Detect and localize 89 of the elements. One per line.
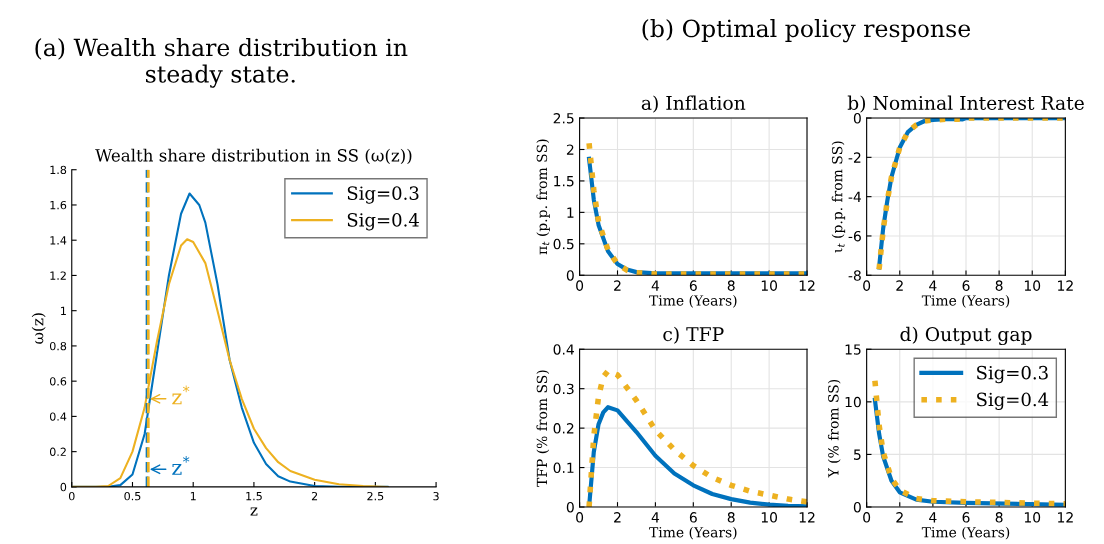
x-tick-label: 10 bbox=[1024, 512, 1041, 523]
chart-title: Wealth share distribution in SS (ω(z)) bbox=[95, 148, 412, 164]
x-tick-label: 4 bbox=[929, 512, 937, 523]
y-tick-label: 0 bbox=[853, 113, 861, 124]
x-tick-label: 12 bbox=[799, 512, 815, 523]
x-tick-label: 8 bbox=[995, 280, 1003, 291]
x-tick-label: 4 bbox=[651, 512, 660, 523]
line-series bbox=[586, 405, 808, 508]
y-axis-title: ω(z) bbox=[31, 313, 46, 344]
annotation: z$^{*}$ bbox=[172, 456, 190, 475]
chart-title: d) Output gap bbox=[900, 326, 1032, 346]
chart-title: a) Inflation bbox=[641, 95, 746, 113]
y-tick-label: 0.2 bbox=[553, 423, 574, 434]
x-tick-label: 8 bbox=[727, 512, 735, 523]
x-tick-label: 3 bbox=[433, 491, 439, 501]
y-tick-label: 0 bbox=[853, 501, 861, 513]
x-tick-label: 10 bbox=[1024, 280, 1041, 291]
y-axis-title: ι$_{t}$ (p.p. from SS) bbox=[831, 141, 846, 253]
y-tick-label: 1.8 bbox=[50, 165, 67, 175]
chart-subtitle: (b) Optimal policy response bbox=[642, 19, 971, 43]
x-axis-title: Time (Years) bbox=[649, 526, 737, 540]
x-tick-label: 2 bbox=[614, 512, 621, 523]
chart-title: c) TFP bbox=[663, 326, 724, 344]
x-tick-label: 8 bbox=[995, 512, 1003, 523]
x-tick-label: 2 bbox=[896, 512, 903, 523]
annotation: z$^{*}$ bbox=[172, 385, 190, 405]
y-tick-label: -8 bbox=[848, 270, 861, 281]
x-tick-label: 2 bbox=[614, 280, 621, 291]
legend-label: Sig=0.3 bbox=[347, 186, 419, 204]
x-tick-label: 0 bbox=[576, 512, 584, 523]
y-tick-label: 0.6 bbox=[49, 377, 67, 386]
y-tick-label: 0.5 bbox=[553, 238, 574, 250]
y-axis-title: π$_{t}$ (p.p. from SS) bbox=[536, 139, 550, 255]
y-tick-label: 1.6 bbox=[50, 200, 67, 210]
x-tick-label: 12 bbox=[799, 280, 815, 291]
y-axis-title: TFP (% from SS) bbox=[536, 370, 550, 487]
y-tick-label: 5 bbox=[854, 449, 861, 460]
x-tick-label: 12 bbox=[1058, 512, 1073, 523]
y-tick-label: 0.3 bbox=[553, 383, 574, 395]
x-tick-label: 10 bbox=[761, 512, 778, 523]
y-axis-title: Y (% from SS) bbox=[827, 379, 841, 478]
y-tick-label: 0.4 bbox=[553, 344, 574, 355]
x-tick-label: 0 bbox=[576, 280, 584, 291]
y-tick-label: 2.5 bbox=[553, 113, 574, 124]
y-tick-label: 0.1 bbox=[553, 462, 574, 474]
x-tick-label: 4 bbox=[929, 280, 937, 291]
chart-subtitle: (a) Wealth share distribution in steady state. bbox=[35, 38, 408, 88]
x-tick-label: 2 bbox=[311, 491, 318, 501]
x-tick-label: 2.5 bbox=[367, 491, 384, 501]
x-tick-label: 6 bbox=[689, 280, 697, 291]
x-tick-label: 10 bbox=[761, 280, 778, 291]
x-axis-title: Time (Years) bbox=[921, 294, 1010, 308]
x-tick-label: 8 bbox=[727, 280, 735, 291]
y-tick-label: 0.8 bbox=[49, 341, 67, 351]
x-tick-label: 1 bbox=[190, 492, 196, 501]
y-tick-label: 0 bbox=[566, 501, 574, 513]
x-tick-label: 6 bbox=[962, 512, 970, 523]
y-tick-label: 2 bbox=[566, 144, 574, 155]
y-tick-label: 0.2 bbox=[49, 447, 66, 457]
x-tick-label: 6 bbox=[962, 280, 970, 291]
legend-label: Sig=0.4 bbox=[347, 213, 419, 231]
x-tick-label: 2 bbox=[896, 280, 903, 291]
chart-title: b) Nominal Interest Rate bbox=[847, 95, 1084, 113]
y-tick-label: -4 bbox=[848, 191, 861, 202]
x-tick-label: 4 bbox=[651, 280, 660, 291]
y-tick-label: 1.5 bbox=[554, 176, 574, 187]
legend-label: Sig=0.3 bbox=[977, 365, 1048, 384]
legend-label: Sig=0.4 bbox=[977, 392, 1049, 410]
x-axis-title: Time (Years) bbox=[921, 526, 1010, 540]
y-tick-label: 0 bbox=[566, 270, 574, 281]
y-tick-label: 10 bbox=[845, 396, 861, 408]
x-axis-title: z bbox=[250, 507, 258, 516]
x-tick-label: 0 bbox=[68, 491, 75, 501]
y-tick-label: 1.4 bbox=[50, 236, 67, 245]
x-axis-title: Time (Years) bbox=[649, 294, 737, 308]
y-tick-label: 1 bbox=[61, 306, 66, 315]
y-tick-label: 1 bbox=[567, 207, 574, 218]
x-tick-label: 0.5 bbox=[124, 491, 141, 501]
y-tick-label: 15 bbox=[845, 344, 861, 355]
x-tick-label: 12 bbox=[1058, 280, 1073, 291]
y-tick-label: 1.2 bbox=[50, 271, 66, 280]
y-tick-label: -6 bbox=[848, 230, 861, 242]
x-tick-label: 0 bbox=[863, 280, 871, 291]
y-tick-label: 0 bbox=[60, 482, 67, 492]
y-tick-label: -2 bbox=[848, 152, 861, 163]
x-tick-label: 6 bbox=[689, 512, 697, 523]
y-tick-label: 0.4 bbox=[49, 412, 67, 421]
x-tick-label: 1.5 bbox=[246, 492, 262, 501]
x-tick-label: 0 bbox=[863, 512, 871, 523]
